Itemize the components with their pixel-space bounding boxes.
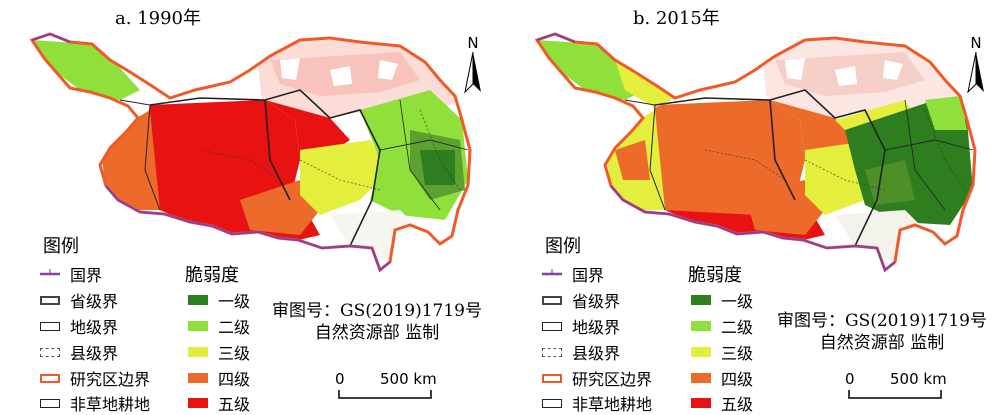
legend-study: 研究区边界 — [40, 366, 150, 390]
legend-national-label: 国界 — [572, 266, 605, 285]
scale-max: 500 km — [380, 370, 437, 388]
scale-max: 500 km — [890, 370, 947, 388]
province-border-icon — [40, 295, 60, 305]
legend-study: 研究区边界 — [542, 366, 652, 390]
legend-national: 国界 — [542, 262, 604, 286]
legend-county: 县级界 — [542, 340, 620, 364]
level-2-swatch — [691, 321, 711, 331]
legend-level-2: 二级 — [691, 314, 753, 338]
legend-prefecture-label: 地级界 — [572, 318, 621, 337]
legend-level-3: 三级 — [691, 340, 753, 364]
legend-level-3: 三级 — [188, 340, 250, 364]
legend-county: 县级界 — [40, 340, 118, 364]
level-1-swatch — [691, 295, 711, 305]
level-2-label: 二级 — [721, 318, 754, 337]
level-1-label: 一级 — [218, 292, 251, 311]
level-3-label: 三级 — [218, 344, 251, 363]
study-border-icon — [542, 373, 562, 383]
legend-title: 图例 — [43, 236, 79, 257]
legend-county-label: 县级界 — [572, 344, 621, 363]
review-number: 审图号：GS(2019)1719号 自然资源部 监制 — [767, 310, 997, 354]
level-5-label: 五级 — [218, 395, 251, 414]
legend-level-1: 一级 — [188, 288, 250, 312]
scale-zero: 0 — [845, 370, 855, 388]
prefecture-border-icon — [40, 321, 60, 331]
legend-level-4: 四级 — [691, 366, 753, 390]
scale-line — [848, 390, 942, 399]
legend-title: 图例 — [545, 236, 581, 257]
legend-province: 省级界 — [542, 288, 620, 312]
level-3-swatch — [691, 347, 711, 357]
level-1-label: 一级 — [721, 292, 754, 311]
north-label: N — [467, 34, 479, 52]
fragility-map-1990 — [29, 32, 472, 273]
legend-prefecture: 地级界 — [40, 314, 118, 338]
legend-level-2: 二级 — [188, 314, 250, 338]
legend-prefecture-label: 地级界 — [70, 318, 119, 337]
north-arrow-icon — [464, 51, 481, 94]
nongrass-swatch — [542, 398, 562, 408]
legend-county-label: 县级界 — [70, 344, 119, 363]
level-4-swatch — [691, 373, 711, 383]
panel-title: a. 1990年 — [115, 8, 201, 29]
level-4-label: 四级 — [218, 370, 251, 389]
north-label: N — [970, 34, 982, 52]
fragility-title: 脆弱度 — [688, 265, 742, 286]
north-arrow: N — [967, 34, 985, 100]
north-arrow-icon — [967, 51, 984, 94]
legend-study-label: 研究区边界 — [572, 370, 653, 389]
legend-level-1: 一级 — [691, 288, 753, 312]
prefecture-border-icon — [542, 321, 562, 331]
scale-zero: 0 — [335, 370, 345, 388]
panel-2015: b. 2015年 — [505, 0, 1000, 414]
legend-national: 国界 — [40, 262, 102, 286]
scale-line — [338, 390, 432, 399]
study-border-icon — [40, 373, 60, 383]
level-5-label: 五级 — [721, 395, 754, 414]
national-border-icon — [40, 269, 60, 276]
county-border-icon — [542, 347, 562, 357]
legend-prefecture: 地级界 — [542, 314, 620, 338]
legend-study-label: 研究区边界 — [70, 370, 151, 389]
legend-level-4: 四级 — [188, 366, 250, 390]
level-3-swatch — [188, 347, 208, 357]
legend-nongrass: 非草地耕地 — [40, 391, 150, 415]
county-border-icon — [40, 347, 60, 357]
review-line-1: 审图号：GS(2019)1719号 — [271, 301, 483, 321]
level-2-label: 二级 — [218, 318, 251, 337]
panel-title: b. 2015年 — [633, 8, 720, 29]
legend-nongrass: 非草地耕地 — [542, 391, 652, 415]
review-number: 审图号：GS(2019)1719号 自然资源部 监制 — [262, 300, 492, 344]
review-line-2: 自然资源部 监制 — [819, 333, 945, 353]
legend-nongrass-label: 非草地耕地 — [572, 395, 653, 414]
legend-nongrass-label: 非草地耕地 — [70, 395, 151, 414]
level-2-swatch — [188, 321, 208, 331]
legend-province: 省级界 — [40, 288, 118, 312]
nongrass-swatch — [40, 398, 60, 408]
fragility-title: 脆弱度 — [185, 265, 239, 286]
north-arrow: N — [464, 34, 482, 100]
level-3-label: 三级 — [721, 344, 754, 363]
legend-province-label: 省级界 — [70, 292, 119, 311]
level-4-label: 四级 — [721, 370, 754, 389]
level-1-swatch — [188, 295, 208, 305]
national-border-icon — [542, 269, 562, 276]
panel-1990: a. 1990年 — [0, 0, 500, 414]
legend-level-5: 五级 — [188, 391, 250, 415]
review-line-1: 审图号：GS(2019)1719号 — [776, 311, 988, 331]
province-border-icon — [542, 295, 562, 305]
legend-national-label: 国界 — [70, 266, 103, 285]
level-5-swatch — [188, 398, 208, 408]
legend-province-label: 省级界 — [572, 292, 621, 311]
legend-level-5: 五级 — [691, 391, 753, 415]
review-line-2: 自然资源部 监制 — [314, 323, 440, 343]
level-5-swatch — [691, 398, 711, 408]
level-4-swatch — [188, 373, 208, 383]
fragility-map-2015 — [534, 32, 977, 273]
